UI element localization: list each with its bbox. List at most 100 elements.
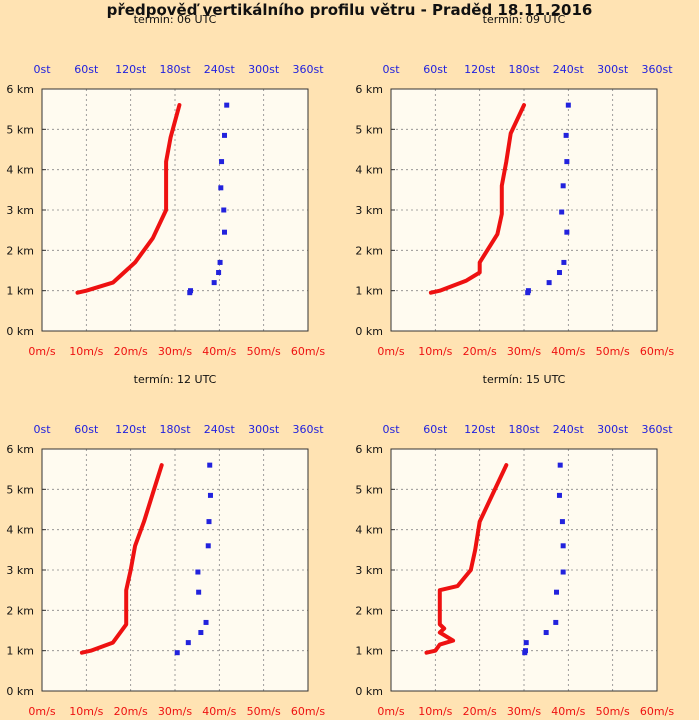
y-tick-label: 6 km <box>355 83 383 96</box>
direction-tick-label: 360st <box>641 63 673 76</box>
speed-tick-label: 20m/s <box>463 345 497 358</box>
speed-tick-label: 30m/s <box>158 705 192 718</box>
panel-title: termín: 09 UTC <box>483 13 566 26</box>
y-tick-label: 2 km <box>6 244 34 257</box>
wind-direction-point <box>522 648 528 654</box>
chart-panel-15utc: termín: 15 UTC 0 km 1 km 2 km 3 km 4 km 5 km 6 … <box>355 373 674 718</box>
wind-direction-point <box>207 462 213 468</box>
direction-tick-label: 360st <box>641 423 673 436</box>
wind-direction-point <box>560 569 566 575</box>
speed-tick-label: 30m/s <box>158 345 192 358</box>
wind-speed-line <box>428 103 526 295</box>
speed-tick-label: 20m/s <box>463 705 497 718</box>
y-tick-label: 4 km <box>6 164 34 177</box>
direction-tick-label: 240st <box>553 423 585 436</box>
wind-direction-point <box>207 492 213 498</box>
speed-tick-label: 10m/s <box>418 345 452 358</box>
wind-direction-point <box>219 159 225 165</box>
speed-tick-label: 50m/s <box>247 345 281 358</box>
y-tick-label: 3 km <box>6 564 34 577</box>
speed-tick-label: 60m/s <box>640 345 674 358</box>
wind-direction-point <box>196 589 202 595</box>
wind-direction-point <box>564 229 570 235</box>
speed-tick-label: 10m/s <box>418 705 452 718</box>
direction-tick-label: 180st <box>508 63 540 76</box>
y-tick-label: 6 km <box>6 83 34 96</box>
wind-direction-point <box>206 519 212 525</box>
y-tick-label: 1 km <box>355 285 383 298</box>
y-tick-label: 5 km <box>6 123 34 136</box>
speed-tick-label: 20m/s <box>114 705 148 718</box>
y-tick-label: 0 km <box>355 685 383 698</box>
wind-direction-point <box>556 270 562 276</box>
wind-speed-line <box>75 103 182 295</box>
direction-tick-label: 360st <box>292 423 324 436</box>
wind-direction-point <box>559 209 565 215</box>
y-tick-label: 2 km <box>355 244 383 257</box>
chart-panel-06utc: termín: 06 UTC 0 km 1 km 2 km 3 km 4 km 5 km 6 … <box>6 13 325 358</box>
wind-direction-point <box>557 462 563 468</box>
speed-tick-label: 60m/s <box>640 705 674 718</box>
direction-tick-label: 180st <box>508 423 540 436</box>
speed-tick-label: 50m/s <box>247 705 281 718</box>
y-tick-label: 2 km <box>355 604 383 617</box>
speed-tick-label: 60m/s <box>291 705 325 718</box>
panel-title: termín: 15 UTC <box>483 373 566 386</box>
wind-direction-point <box>523 640 529 646</box>
y-tick-label: 1 km <box>355 645 383 658</box>
wind-direction-point <box>543 630 549 636</box>
speed-tick-label: 0m/s <box>28 705 55 718</box>
speed-tick-label: 40m/s <box>202 345 236 358</box>
y-tick-label: 0 km <box>6 685 34 698</box>
direction-tick-label: 120st <box>115 63 147 76</box>
wind-direction-point <box>224 102 230 108</box>
y-tick-label: 3 km <box>355 204 383 217</box>
speed-tick-label: 20m/s <box>114 345 148 358</box>
speed-tick-label: 0m/s <box>28 345 55 358</box>
y-tick-label: 2 km <box>6 604 34 617</box>
direction-tick-label: 180st <box>159 63 191 76</box>
wind-direction-point <box>221 207 227 213</box>
wind-direction-point <box>198 630 204 636</box>
y-tick-label: 4 km <box>355 164 383 177</box>
panel-title: termín: 06 UTC <box>134 13 217 26</box>
wind-direction-point <box>222 229 228 235</box>
wind-direction-point <box>525 288 531 294</box>
wind-direction-point <box>553 619 559 625</box>
wind-speed-line <box>79 463 164 655</box>
speed-tick-label: 0m/s <box>377 705 404 718</box>
direction-tick-label: 0st <box>382 423 400 436</box>
wind-direction-point <box>174 650 180 656</box>
wind-direction-point <box>546 280 552 286</box>
wind-direction-point <box>188 288 194 294</box>
y-tick-label: 0 km <box>355 325 383 338</box>
wind-direction-point <box>218 185 224 191</box>
direction-tick-label: 60st <box>74 63 99 76</box>
speed-tick-label: 10m/s <box>69 705 103 718</box>
wind-direction-point <box>554 589 560 595</box>
y-tick-label: 5 km <box>6 483 34 496</box>
wind-direction-point <box>556 492 562 498</box>
panel-title: termín: 12 UTC <box>134 373 217 386</box>
y-tick-label: 4 km <box>355 524 383 537</box>
direction-tick-label: 60st <box>74 423 99 436</box>
y-tick-label: 4 km <box>6 524 34 537</box>
y-tick-label: 6 km <box>355 443 383 456</box>
speed-tick-label: 60m/s <box>291 345 325 358</box>
wind-direction-point <box>560 183 566 189</box>
direction-tick-label: 60st <box>423 63 448 76</box>
direction-tick-label: 0st <box>382 63 400 76</box>
wind-direction-point <box>185 640 191 646</box>
direction-tick-label: 120st <box>115 423 147 436</box>
direction-tick-label: 0st <box>33 423 51 436</box>
wind-speed-line <box>424 463 509 655</box>
speed-tick-label: 10m/s <box>69 345 103 358</box>
y-tick-label: 6 km <box>6 443 34 456</box>
y-tick-label: 1 km <box>6 285 34 298</box>
wind-direction-point <box>563 132 569 138</box>
wind-direction-point <box>205 543 211 549</box>
direction-tick-label: 240st <box>553 63 585 76</box>
direction-tick-label: 240st <box>204 63 236 76</box>
y-tick-label: 5 km <box>355 123 383 136</box>
